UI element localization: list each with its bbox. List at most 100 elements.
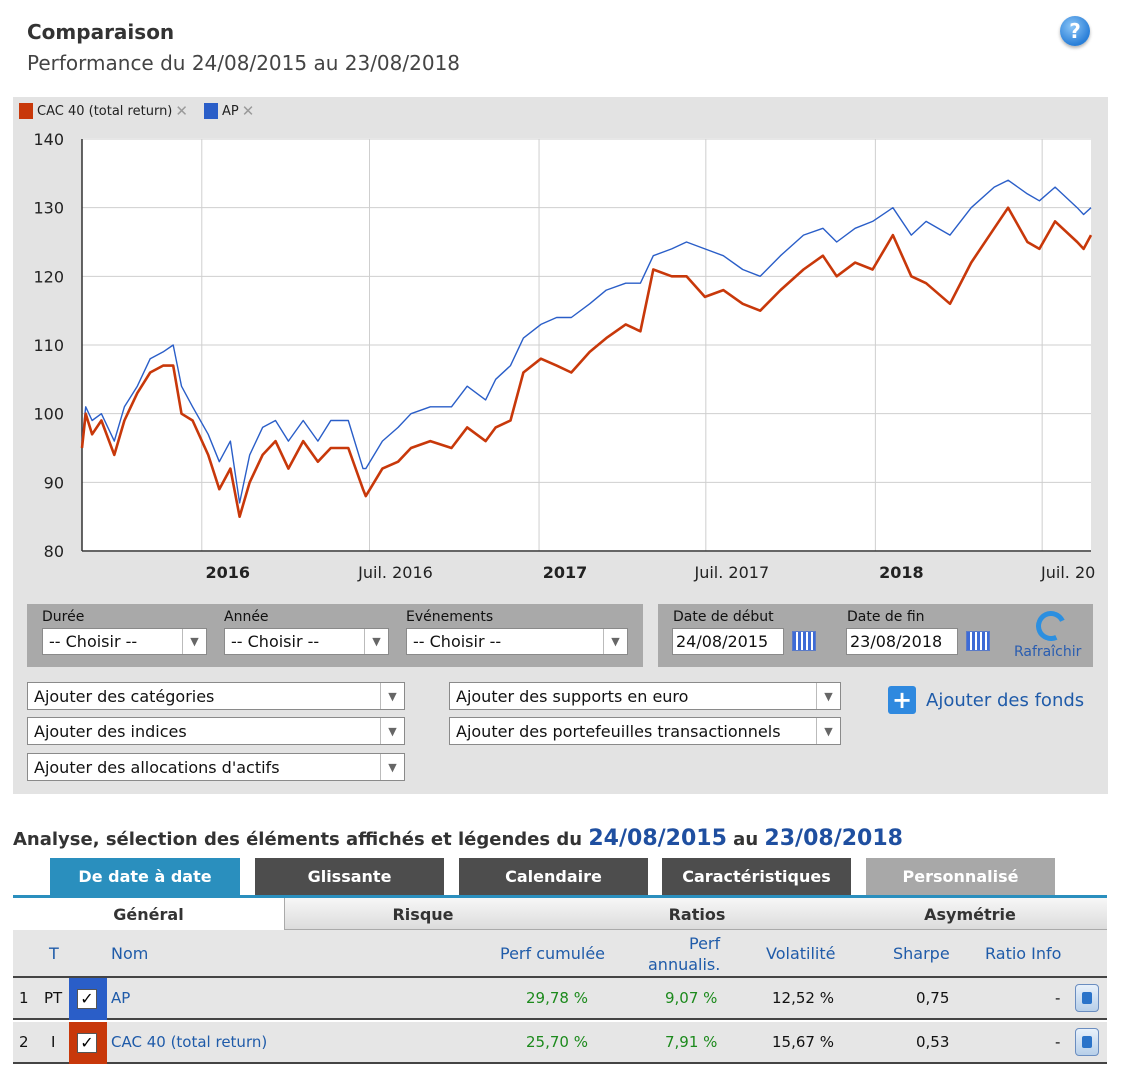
legend-swatch-ap [203,103,218,119]
legend-remove-cac40-icon[interactable]: ✕ [175,102,188,120]
performance-chart: 80 90 100 110 120 130 140 2016 Juil. 2016 2017 Jui… [33,130,1095,582]
tab-calendaire[interactable]: Calendaire [459,858,648,895]
row-volatilite: 12,52 % [772,989,834,1007]
column-header-sharpe[interactable]: Sharpe [893,944,950,963]
add-portefeuilles-select[interactable]: Ajouter des portefeuilles transactionnel… [449,717,841,745]
subtab-bar: Général Risque Ratios Asymétrie [13,898,1107,930]
chevron-down-icon[interactable]: ▼ [603,629,627,654]
tab-personnalise[interactable]: Personnalisé [866,858,1055,895]
analysis-mid: au [733,829,759,850]
start-date-label: Date de début [673,609,774,625]
y-tick-label: 120 [33,267,64,286]
chart-legend: CAC 40 (total return) ✕ AP ✕ [19,102,270,120]
delete-icon[interactable] [1075,984,1099,1012]
legend-label-ap: AP [221,103,239,119]
row-color-swatch: ✓ [69,978,107,1020]
table-row: 1 PT ✓ AP 29,78 % 9,07 % 12,52 % 0,75 - [13,978,1107,1020]
chevron-down-icon[interactable]: ▼ [380,718,404,744]
chevron-down-icon[interactable]: ▼ [816,683,840,709]
analysis-heading: Analyse, sélection des éléments affichés… [13,826,903,851]
evenements-label: Evénements [406,609,494,625]
row-checkbox[interactable]: ✓ [77,1033,97,1053]
subtab-general[interactable]: Général [13,898,285,930]
add-allocations-select[interactable]: Ajouter des allocations d'actifs ▼ [27,753,405,781]
row-name-link[interactable]: CAC 40 (total return) [111,1033,268,1051]
row-perf-annualisee: 9,07 % [665,989,718,1007]
page-subtitle: Performance du 24/08/2015 au 23/08/2018 [27,51,461,75]
tab-glissante[interactable]: Glissante [255,858,444,895]
subtab-ratios[interactable]: Ratios [668,904,726,924]
add-funds-label: Ajouter des fonds [926,689,1085,711]
chevron-down-icon[interactable]: ▼ [380,683,404,709]
add-indices-label: Ajouter des indices [34,721,187,741]
column-header-perf-annualisee-1[interactable]: Perf [689,934,721,953]
calendar-icon[interactable] [966,631,990,651]
legend-label-cac40: CAC 40 (total return) [37,103,173,119]
chevron-down-icon[interactable]: ▼ [816,718,840,744]
y-tick-label: 100 [33,405,64,424]
column-header-nom[interactable]: Nom [111,944,149,963]
evenements-select-value: -- Choisir -- [413,632,502,651]
annee-select[interactable]: -- Choisir -- ▼ [224,628,389,655]
row-type: I [51,1033,56,1051]
duree-select-value: -- Choisir -- [49,632,138,651]
duree-label: Durée [42,609,85,625]
chevron-down-icon[interactable]: ▼ [364,629,388,654]
legend-item-ap: AP ✕ [203,102,255,120]
row-ratio-info: - [1055,1033,1061,1051]
row-color-swatch: ✓ [69,1022,107,1064]
tab-caracteristiques[interactable]: Caractéristiques [662,858,851,895]
row-sharpe: 0,53 [916,1033,950,1051]
row-volatilite: 15,67 % [772,1033,834,1051]
column-header-type: T [49,944,59,963]
y-tick-label: 140 [33,130,64,149]
add-categories-select[interactable]: Ajouter des catégories ▼ [27,682,405,710]
row-type: PT [44,989,63,1007]
add-funds-button[interactable]: + Ajouter des fonds [888,686,1084,714]
analysis-prefix: Analyse, sélection des éléments affichés… [13,829,583,850]
subtab-risque[interactable]: Risque [392,904,454,924]
column-header-perf-annualisee-2[interactable]: annualis. [648,955,721,974]
calendar-icon[interactable] [792,631,816,651]
tab-de-date-a-date[interactable]: De date à date [50,858,240,895]
end-date-label: Date de fin [847,609,925,625]
duree-select[interactable]: -- Choisir -- ▼ [42,628,207,655]
series-line-ap [81,179,1092,504]
chevron-down-icon[interactable]: ▼ [182,629,206,654]
subtab-asymetrie[interactable]: Asymétrie [924,904,1016,924]
start-date-input[interactable]: 24/08/2015 [672,628,784,655]
x-tick-label: 2016 [206,563,251,582]
row-ratio-info: - [1055,989,1061,1007]
row-number: 2 [19,1033,29,1051]
end-date-input[interactable]: 23/08/2018 [846,628,958,655]
column-header-perf-cumulee[interactable]: Perf cumulée [500,944,606,963]
help-icon[interactable]: ? [1060,16,1090,46]
refresh-label[interactable]: Rafraîchir [1014,644,1082,660]
annee-select-value: -- Choisir -- [231,632,320,651]
evenements-select[interactable]: -- Choisir -- ▼ [406,628,628,655]
add-indices-select[interactable]: Ajouter des indices ▼ [27,717,405,745]
tab-underline [13,895,1107,898]
x-tick-label: 2018 [879,563,924,582]
add-supports-select[interactable]: Ajouter des supports en euro ▼ [449,682,841,710]
annee-label: Année [224,609,269,625]
column-header-ratio-info[interactable]: Ratio Info [985,944,1062,963]
row-perf-annualisee: 7,91 % [665,1033,718,1051]
legend-swatch-cac40 [19,103,33,119]
add-categories-label: Ajouter des catégories [34,686,215,706]
add-supports-label: Ajouter des supports en euro [456,686,689,706]
delete-icon[interactable] [1075,1028,1099,1056]
x-tick-label: Juil. 2017 [694,563,770,582]
add-allocations-label: Ajouter des allocations d'actifs [34,757,280,777]
x-tick-label: Juil. 2016 [357,563,433,582]
row-checkbox[interactable]: ✓ [77,989,97,1009]
y-tick-label: 90 [44,473,64,492]
legend-remove-ap-icon[interactable]: ✕ [241,102,255,120]
column-header-volatilite[interactable]: Volatilité [766,944,836,963]
page-title: Comparaison [27,20,175,44]
y-tick-label: 110 [33,336,64,355]
chevron-down-icon[interactable]: ▼ [380,754,404,780]
legend-item-cac40: CAC 40 (total return) ✕ [19,102,188,120]
y-tick-label: 80 [44,542,64,561]
row-name-link[interactable]: AP [111,989,131,1007]
